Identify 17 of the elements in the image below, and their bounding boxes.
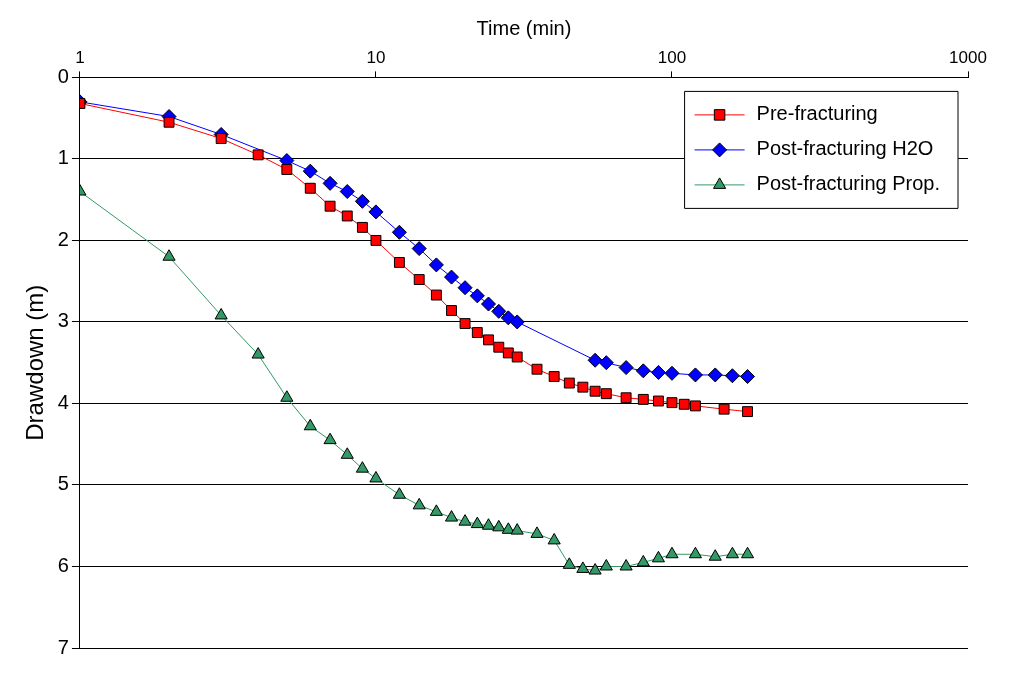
y-tick-label: 7 [57, 635, 69, 658]
y-tick-label: 3 [57, 309, 69, 332]
legend-label: Post-fracturing Prop. [756, 172, 941, 195]
y-tick-label: 5 [57, 472, 69, 495]
y-tick-label: 1 [57, 146, 69, 169]
legend-label: Post-fracturing H2O [756, 137, 934, 160]
x-tick-label: 1000 [949, 47, 987, 67]
y-axis-title: Drawdown (m) [21, 284, 49, 441]
y-tick-label: 2 [57, 227, 69, 250]
y-tick-label: 4 [57, 390, 69, 413]
x-tick-label: 100 [657, 47, 687, 67]
x-tick-label: 1 [75, 47, 85, 67]
y-tick-label: 0 [57, 64, 69, 87]
x-axis-title: Time (min) [476, 16, 572, 39]
y-tick-label: 6 [57, 554, 69, 576]
legend-label: Pre-fracturing [756, 102, 878, 125]
x-tick-label: 10 [366, 47, 386, 67]
